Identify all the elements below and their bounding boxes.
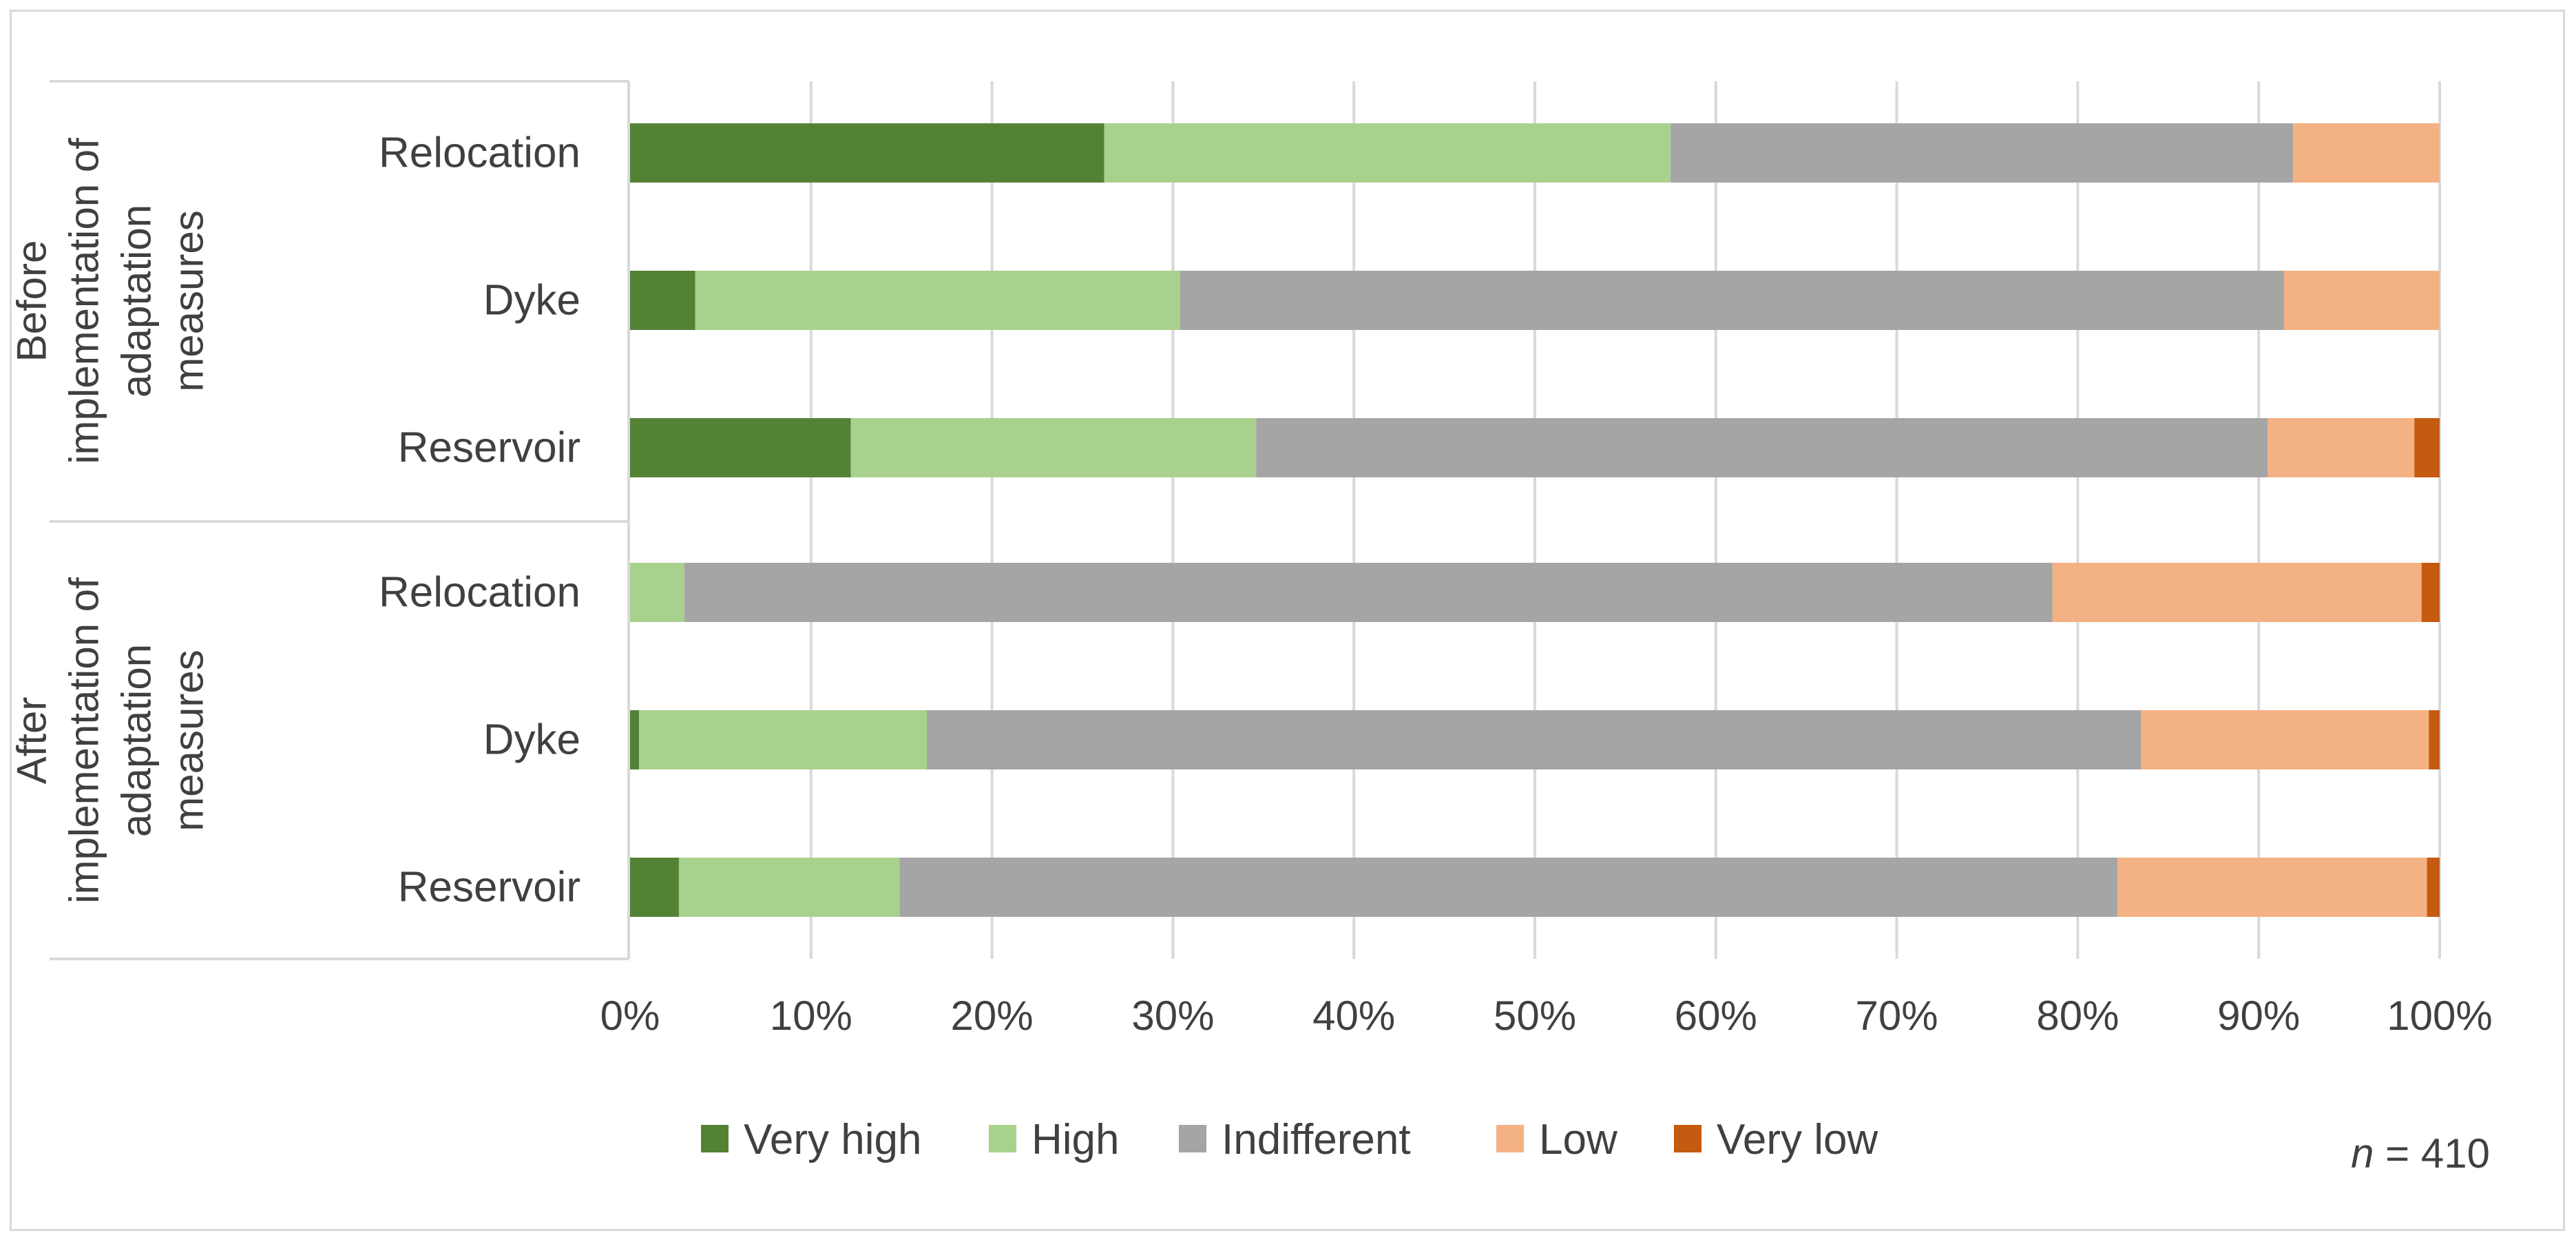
legend-label: Very low [1717,1116,1878,1163]
x-tick-label: 90% [2217,993,2300,1039]
x-tick-label: 50% [1494,993,1576,1039]
bar-segment [2293,123,2440,183]
bars [630,123,2440,917]
category-label: Dyke [483,277,580,324]
bar-segment [639,710,927,769]
bar-segment [2414,418,2440,477]
bar-segment [695,271,1180,330]
bar-segment [2268,418,2415,477]
x-tick-label: 0% [600,993,660,1039]
legend-item: Indifferent [1179,1116,1411,1163]
group-labels: Before implementation of adaptation measure… [9,138,212,904]
gridlines [809,81,2441,959]
chart-frame [10,10,2565,1231]
x-tick-label: 70% [1856,993,1938,1039]
legend-swatch [1179,1125,1206,1152]
bar-segment [1256,418,2268,477]
bar-segment [2427,858,2440,917]
group-label: Before implementation of adaptation measure… [9,138,212,464]
group-label-line: Before [9,240,55,362]
x-tick-labels: 0% 10% 20% 30% 40% 50% 60% 70% 80% 90% 100% [600,993,2493,1039]
bar-segment [2117,858,2427,917]
group-label-line: adaptation [114,205,160,397]
legend-item: High [989,1116,1120,1163]
x-tick-label: 100% [2387,993,2492,1039]
group-label-line: adaptation [114,644,160,837]
legend-swatch [701,1125,729,1152]
bar-segment [630,123,1104,183]
bar-segment [684,563,2053,622]
group-label-line: implementation of [61,577,107,904]
bar-segment [630,418,851,477]
x-tick-label: 10% [770,993,852,1039]
n-symbol: n [2351,1130,2374,1177]
category-labels: Relocation Dyke Reservoir Relocation Dyke Res… [379,130,580,911]
sample-size-annotation: n = 410 [2351,1130,2490,1177]
x-tick-label: 30% [1131,993,1214,1039]
bar-segment [630,563,684,622]
legend-label: Very high [744,1116,922,1163]
legend-item: Very high [701,1116,922,1163]
bar-segment [2052,563,2422,622]
bar-segment [1671,123,2294,183]
legend: Very high High Indifferent Low Very low [701,1116,1878,1163]
group-label-line: measures [166,210,212,391]
category-label: Dyke [483,716,580,764]
group-label: After implementation of adaptation measures [9,577,212,904]
legend-swatch [1674,1125,1701,1152]
bar-segment [630,858,679,917]
bar-segment [899,858,2118,917]
bar-segment [630,710,640,769]
legend-label: High [1032,1116,1120,1163]
category-label: Reservoir [398,864,580,911]
legend-label: Low [1539,1116,1617,1163]
bar-segment [1180,271,2284,330]
group-label-line: measures [166,650,212,831]
category-label: Relocation [379,569,580,617]
x-tick-label: 20% [951,993,1034,1039]
x-tick-label: 60% [1675,993,1757,1039]
legend-item: Very low [1674,1116,1878,1163]
bar-segment [2283,271,2440,330]
bar-segment [2421,563,2440,622]
group-dividers [50,80,630,960]
bar-segment [630,271,695,330]
bar-segment [850,418,1257,477]
group-label-line: After [9,697,55,785]
n-value: = 410 [2374,1130,2491,1177]
bar-segment [2141,710,2429,769]
group-label-line: implementation of [61,138,107,464]
bar-segment [2429,710,2440,769]
category-label: Reservoir [398,424,580,472]
legend-label: Indifferent [1222,1116,1411,1163]
bar-segment [926,710,2142,769]
legend-swatch [989,1125,1016,1152]
legend-swatch [1496,1125,1524,1152]
x-tick-label: 40% [1312,993,1395,1039]
bar-segment [1104,123,1671,183]
bar-segment [678,858,900,917]
legend-item: Low [1496,1116,1617,1163]
category-label: Relocation [379,130,580,177]
x-tick-label: 80% [2036,993,2119,1039]
